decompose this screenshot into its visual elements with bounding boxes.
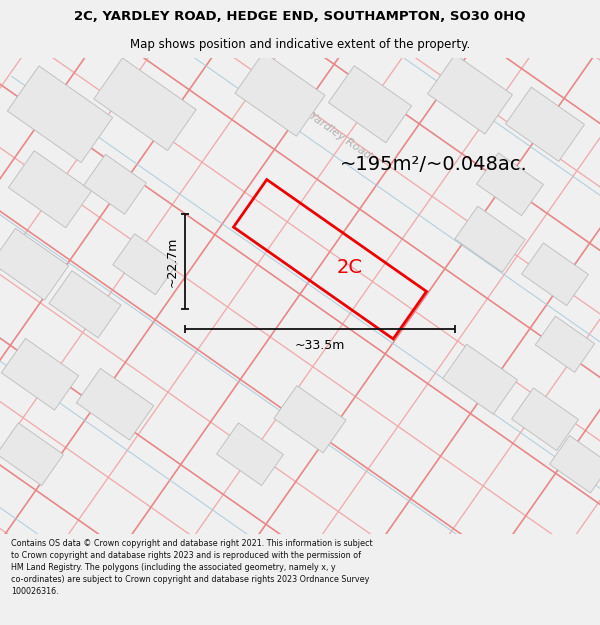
Polygon shape [274,386,346,453]
Text: Contains OS data © Crown copyright and database right 2021. This information is : Contains OS data © Crown copyright and d… [11,539,373,596]
Text: 2C, YARDLEY ROAD, HEDGE END, SOUTHAMPTON, SO30 0HQ: 2C, YARDLEY ROAD, HEDGE END, SOUTHAMPTON… [74,9,526,22]
Polygon shape [7,66,113,162]
Polygon shape [235,52,325,136]
Polygon shape [512,388,578,451]
Text: 2C: 2C [337,258,363,277]
Polygon shape [535,316,595,372]
Polygon shape [49,271,121,338]
Polygon shape [83,154,146,214]
Polygon shape [94,58,196,151]
Polygon shape [428,54,512,134]
Polygon shape [505,87,584,161]
Polygon shape [113,234,177,295]
Polygon shape [217,423,283,486]
Polygon shape [0,228,68,300]
Text: Yardley Road: Yardley Road [307,111,373,161]
Polygon shape [1,338,79,410]
Polygon shape [76,368,154,440]
Text: Map shows position and indicative extent of the property.: Map shows position and indicative extent… [130,38,470,51]
Polygon shape [455,206,525,272]
Polygon shape [0,423,64,486]
Text: ~22.7m: ~22.7m [166,236,179,287]
Polygon shape [550,436,600,493]
Text: ~33.5m: ~33.5m [295,339,345,352]
Polygon shape [328,66,412,142]
Polygon shape [443,344,517,414]
Polygon shape [521,243,589,306]
Text: ~195m²/~0.048ac.: ~195m²/~0.048ac. [340,155,528,174]
Polygon shape [8,151,92,228]
Polygon shape [476,153,544,216]
